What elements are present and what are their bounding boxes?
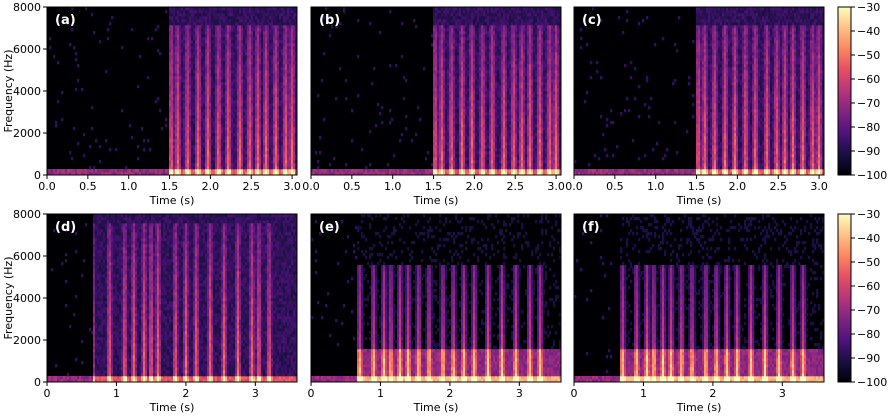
x-tick-label: 1.5 bbox=[688, 180, 706, 193]
y-axis-label: Frequency (Hz) bbox=[2, 257, 15, 340]
spectrogram-panel: 0 1 2 3 Time (s) (f) bbox=[571, 213, 825, 414]
x-tick-label: 3 bbox=[252, 387, 259, 400]
x-tick-label: 0.5 bbox=[343, 180, 361, 193]
colorbar-tick-label: −50 bbox=[857, 256, 880, 269]
x-tick-label: 3 bbox=[779, 387, 786, 400]
x-tick-label: 1.5 bbox=[425, 180, 443, 193]
x-tick-label: 1 bbox=[113, 387, 120, 400]
colorbar-tick-label: −80 bbox=[857, 328, 880, 341]
spectrogram-image bbox=[47, 214, 297, 382]
x-tick-label: 3.0 bbox=[283, 180, 301, 193]
colorbar-tick-label: −30 bbox=[857, 1, 880, 14]
colorbar-tick-label: −60 bbox=[857, 280, 880, 293]
x-tick-label: 3 bbox=[516, 387, 523, 400]
spectrogram-panel: 0.0 0.5 1.0 1.5 2.0 2.5 3.0 Time (s) (c) bbox=[565, 6, 828, 207]
x-tick-label: 0.0 bbox=[565, 180, 583, 193]
x-tick-label: 0.0 bbox=[38, 180, 56, 193]
colorbar-tick-label: −90 bbox=[857, 352, 880, 365]
spectrogram-panel: 0 1 2 3 Time (s) (e) bbox=[308, 213, 562, 414]
colorbar-tick-label: −100 bbox=[857, 376, 887, 389]
spectrogram-image bbox=[47, 7, 297, 175]
colorbar-gradient bbox=[837, 6, 852, 176]
colorbar: −30 −40 −50 −60 −70 −80 −90 −100 bbox=[837, 1, 887, 182]
y-tick-label: 2000 bbox=[13, 334, 41, 347]
x-tick-label: 3.0 bbox=[547, 180, 565, 193]
colorbar-tick-label: −100 bbox=[857, 169, 887, 182]
plot-frame bbox=[573, 6, 825, 176]
x-tick-label: 0 bbox=[571, 387, 578, 400]
x-tick-label: 2.0 bbox=[466, 180, 484, 193]
spectrogram-panel: 0.0 0.5 1.0 1.5 2.0 2.5 3.0 Time (s) 0 2000 4000 60… bbox=[2, 1, 301, 207]
x-tick-label: 3.0 bbox=[810, 180, 828, 193]
x-tick-label: 0 bbox=[308, 387, 315, 400]
y-tick-label: 0 bbox=[34, 376, 41, 389]
x-tick-label: 0.5 bbox=[79, 180, 97, 193]
panel-label: (f) bbox=[582, 220, 600, 235]
x-axis-label: Time (s) bbox=[413, 401, 459, 414]
colorbar-tick-label: −30 bbox=[857, 208, 880, 221]
colorbar: −30 −40 −50 −60 −70 −80 −90 −100 bbox=[837, 208, 887, 389]
x-tick-label: 0.5 bbox=[606, 180, 624, 193]
panel-label: (a) bbox=[55, 13, 76, 28]
x-axis-label: Time (s) bbox=[676, 401, 722, 414]
spectrogram-image bbox=[311, 214, 561, 382]
x-tick-label: 2.5 bbox=[242, 180, 260, 193]
x-tick-label: 0.0 bbox=[302, 180, 320, 193]
spectrogram-panel: 0 1 2 3 Time (s) 0 2000 4000 6000 8000 Frequency (… bbox=[2, 208, 298, 414]
plot-frame bbox=[573, 213, 825, 383]
x-tick-label: 1.0 bbox=[647, 180, 665, 193]
spectrogram-panel: 0.0 0.5 1.0 1.5 2.0 2.5 3.0 Time (s) (b) bbox=[302, 6, 565, 207]
x-axis-label: Time (s) bbox=[149, 401, 195, 414]
y-tick-label: 2000 bbox=[13, 127, 41, 140]
panel-label: (b) bbox=[319, 13, 340, 28]
y-axis-label: Frequency (Hz) bbox=[2, 50, 15, 133]
x-tick-label: 2.0 bbox=[202, 180, 220, 193]
y-tick-label: 6000 bbox=[13, 250, 41, 263]
x-axis-label: Time (s) bbox=[413, 194, 459, 207]
panel-label: (c) bbox=[582, 13, 602, 28]
spectrogram-image bbox=[574, 214, 824, 382]
colorbar-tick-label: −70 bbox=[857, 304, 880, 317]
x-tick-label: 2.0 bbox=[729, 180, 747, 193]
x-tick-label: 1 bbox=[640, 387, 647, 400]
x-axis-label: Time (s) bbox=[149, 194, 195, 207]
x-tick-label: 2.5 bbox=[769, 180, 787, 193]
x-tick-label: 1.0 bbox=[384, 180, 402, 193]
colorbar-tick-label: −70 bbox=[857, 97, 880, 110]
plot-frame bbox=[310, 6, 562, 176]
x-tick-label: 2 bbox=[709, 387, 716, 400]
colorbar-tick-label: −40 bbox=[857, 25, 880, 38]
spectrogram-image bbox=[311, 7, 561, 175]
y-tick-label: 0 bbox=[34, 169, 41, 182]
y-tick-label: 4000 bbox=[13, 85, 41, 98]
x-tick-label: 0 bbox=[44, 387, 51, 400]
colorbar-tick-label: −40 bbox=[857, 232, 880, 245]
x-axis-label: Time (s) bbox=[676, 194, 722, 207]
panel-label: (d) bbox=[55, 220, 76, 235]
x-tick-label: 2 bbox=[182, 387, 189, 400]
colorbar-tick-label: −50 bbox=[857, 49, 880, 62]
y-tick-label: 6000 bbox=[13, 43, 41, 56]
colorbar-tick-label: −60 bbox=[857, 73, 880, 86]
y-tick-label: 8000 bbox=[13, 1, 41, 14]
panel-label: (e) bbox=[319, 220, 340, 235]
colorbar-gradient bbox=[837, 213, 852, 383]
y-tick-label: 4000 bbox=[13, 292, 41, 305]
plot-frame bbox=[310, 213, 562, 383]
colorbar-tick-label: −90 bbox=[857, 145, 880, 158]
x-tick-label: 1.0 bbox=[120, 180, 138, 193]
spectrogram-image bbox=[574, 7, 824, 175]
colorbar-tick-label: −80 bbox=[857, 121, 880, 134]
x-tick-label: 2.5 bbox=[506, 180, 524, 193]
y-tick-label: 8000 bbox=[13, 208, 41, 221]
x-tick-label: 1.5 bbox=[161, 180, 179, 193]
x-tick-label: 2 bbox=[446, 387, 453, 400]
x-tick-label: 1 bbox=[377, 387, 384, 400]
